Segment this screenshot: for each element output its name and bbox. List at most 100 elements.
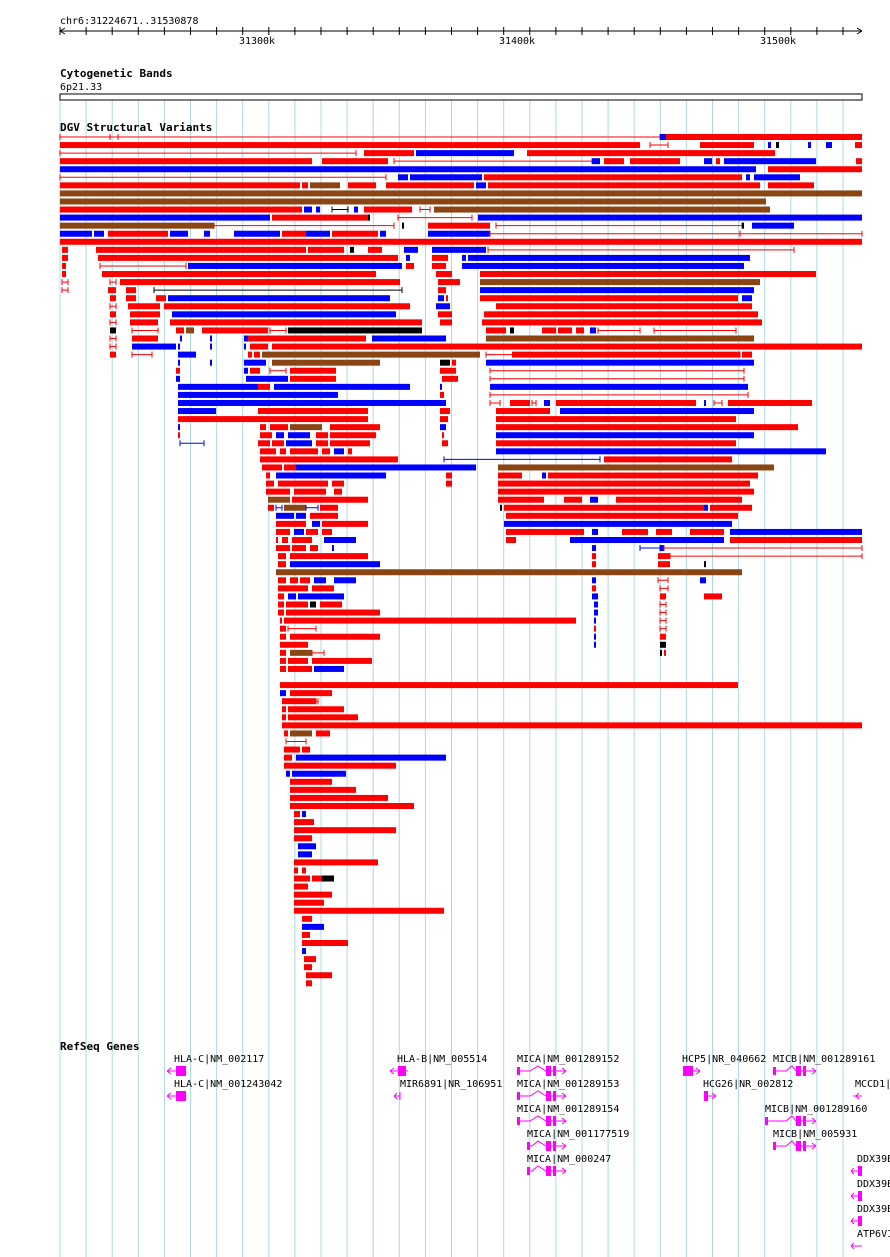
sv-feature[interactable]	[284, 754, 292, 761]
sv-feature[interactable]	[482, 319, 762, 326]
sv-feature-span[interactable]	[99, 262, 187, 269]
sv-feature[interactable]	[132, 343, 176, 350]
sv-feature[interactable]	[260, 424, 266, 431]
sv-feature[interactable]	[296, 754, 446, 761]
sv-feature[interactable]	[268, 496, 290, 503]
sv-feature[interactable]	[188, 262, 402, 269]
sv-feature[interactable]	[406, 262, 414, 269]
sv-feature-span[interactable]	[287, 625, 317, 632]
sv-feature[interactable]	[436, 303, 450, 310]
sv-feature[interactable]	[592, 528, 598, 535]
sv-feature-span[interactable]	[269, 367, 287, 374]
sv-feature[interactable]	[172, 311, 396, 318]
sv-feature[interactable]	[500, 504, 502, 511]
sv-feature[interactable]	[288, 432, 310, 439]
sv-feature[interactable]	[510, 327, 514, 334]
sv-feature[interactable]	[258, 440, 270, 447]
sv-feature-span[interactable]	[59, 174, 387, 181]
sv-feature[interactable]	[368, 246, 382, 253]
sv-feature[interactable]	[398, 174, 408, 181]
sv-feature[interactable]	[302, 915, 312, 922]
sv-feature[interactable]	[404, 246, 418, 253]
sv-feature[interactable]	[170, 230, 188, 237]
sv-feature[interactable]	[266, 480, 274, 487]
sv-feature[interactable]	[244, 359, 266, 366]
sv-feature-span[interactable]	[659, 625, 667, 632]
sv-feature[interactable]	[452, 359, 456, 366]
sv-feature[interactable]	[302, 940, 348, 946]
sv-feature[interactable]	[594, 633, 596, 640]
sv-feature[interactable]	[302, 182, 308, 189]
sv-feature-span[interactable]	[659, 617, 667, 624]
sv-feature[interactable]	[498, 488, 754, 495]
sv-feature[interactable]	[350, 246, 354, 253]
sv-feature-span[interactable]	[285, 738, 307, 745]
sv-feature[interactable]	[510, 399, 530, 406]
gene-mica-1[interactable]: MICA|NM_001289152	[517, 1054, 619, 1076]
sv-feature-span[interactable]	[597, 327, 641, 334]
sv-feature[interactable]	[294, 875, 310, 882]
sv-feature[interactable]	[594, 641, 596, 648]
sv-feature[interactable]	[290, 786, 356, 793]
sv-feature-span[interactable]	[269, 327, 287, 334]
sv-feature[interactable]	[272, 359, 380, 366]
sv-feature[interactable]	[594, 601, 598, 608]
sv-feature[interactable]	[60, 158, 312, 165]
sv-feature[interactable]	[260, 448, 276, 455]
sv-feature-span[interactable]	[657, 577, 669, 584]
sv-feature[interactable]	[496, 424, 798, 431]
sv-feature[interactable]	[280, 448, 286, 455]
sv-feature[interactable]	[440, 319, 452, 326]
sv-feature[interactable]	[316, 432, 328, 439]
sv-feature[interactable]	[210, 343, 212, 350]
sv-feature[interactable]	[130, 311, 160, 318]
sv-feature[interactable]	[62, 246, 68, 253]
sv-feature[interactable]	[490, 383, 748, 390]
sv-feature[interactable]	[290, 561, 380, 568]
sv-feature[interactable]	[244, 367, 248, 374]
sv-feature[interactable]	[108, 230, 168, 237]
sv-feature[interactable]	[332, 545, 334, 552]
sv-feature[interactable]	[120, 279, 400, 286]
sv-feature[interactable]	[290, 367, 336, 374]
sv-feature[interactable]	[704, 399, 706, 406]
sv-feature[interactable]	[60, 198, 766, 205]
sv-feature[interactable]	[386, 182, 474, 189]
sv-feature[interactable]	[62, 271, 66, 278]
sv-feature[interactable]	[592, 545, 596, 552]
sv-feature-span[interactable]	[59, 150, 357, 157]
sv-feature[interactable]	[276, 528, 290, 535]
sv-feature[interactable]	[278, 593, 284, 600]
sv-feature[interactable]	[178, 351, 196, 358]
sv-feature[interactable]	[258, 383, 270, 390]
sv-feature[interactable]	[294, 528, 304, 535]
sv-feature[interactable]	[260, 456, 398, 463]
sv-feature[interactable]	[724, 158, 816, 165]
sv-feature[interactable]	[178, 391, 338, 398]
sv-feature[interactable]	[304, 956, 316, 963]
gene-hla-c-2[interactable]: HLA-C|NM_001243042	[166, 1079, 282, 1101]
sv-feature[interactable]	[438, 287, 446, 294]
sv-feature[interactable]	[96, 246, 306, 253]
sv-feature[interactable]	[332, 230, 378, 237]
sv-feature[interactable]	[202, 327, 268, 334]
sv-feature[interactable]	[320, 601, 342, 608]
sv-feature[interactable]	[330, 432, 376, 439]
sv-feature[interactable]	[700, 577, 706, 584]
sv-feature[interactable]	[60, 238, 862, 245]
sv-feature[interactable]	[768, 166, 862, 173]
sv-feature-span[interactable]	[275, 504, 283, 511]
sv-feature[interactable]	[498, 464, 774, 471]
sv-feature[interactable]	[506, 512, 738, 519]
sv-feature[interactable]	[660, 134, 666, 140]
sv-feature[interactable]	[282, 698, 316, 705]
sv-feature[interactable]	[742, 295, 752, 302]
sv-feature[interactable]	[272, 440, 284, 447]
sv-feature[interactable]	[290, 343, 862, 350]
sv-feature[interactable]	[276, 512, 294, 519]
sv-feature-span[interactable]	[663, 545, 863, 552]
sv-feature[interactable]	[742, 222, 744, 229]
sv-feature[interactable]	[292, 496, 368, 503]
sv-feature[interactable]	[290, 690, 332, 697]
sv-feature[interactable]	[527, 150, 775, 157]
